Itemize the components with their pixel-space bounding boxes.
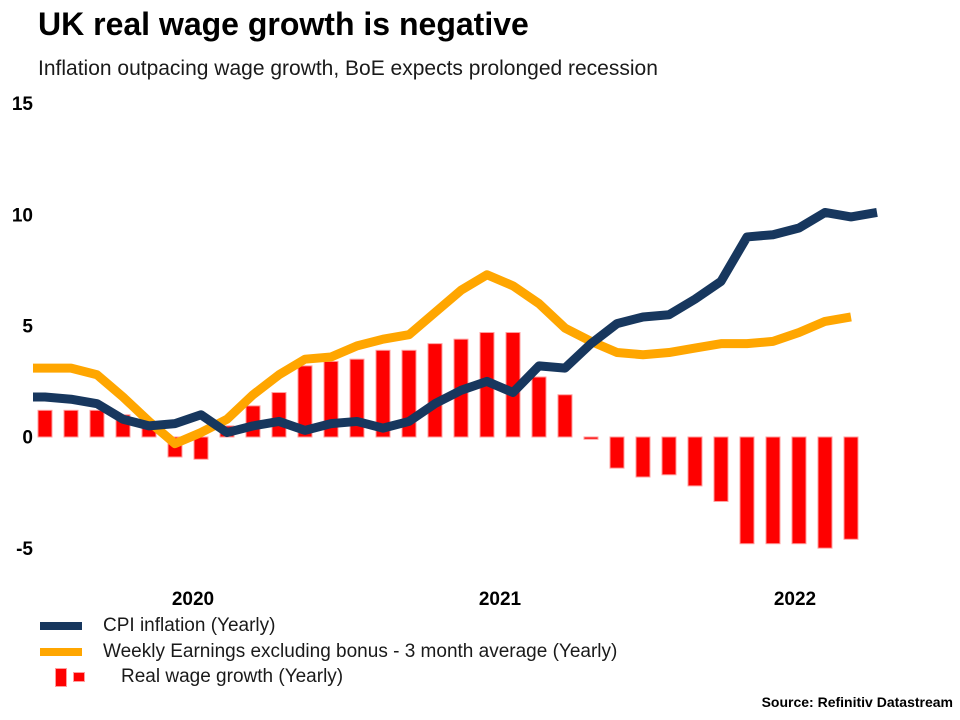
x-axis-label: 2022 [774,589,816,610]
legend-label-cpi: CPI inflation (Yearly) [103,615,276,636]
real-wage-bar [193,436,209,460]
real-wage-bar [63,409,79,438]
real-wage-bar [609,436,625,469]
real-wage-bar [843,436,859,540]
real-wage-bar [427,343,443,438]
source-note: Source: Refinitiv Datastream [761,694,953,710]
real-wage-bar [713,436,729,502]
legend-swatch-earnings-line [40,648,82,656]
real-wage-bar [635,436,651,478]
y-axis-label: -5 [16,539,33,560]
legend-label-earnings: Weekly Earnings excluding bonus - 3 mont… [103,641,618,662]
real-wage-bar [765,436,781,545]
legend-bar-small [73,672,85,682]
real-wage-bar [817,436,833,549]
cpi-line [33,207,878,438]
chart-plot: 15 10 5 0 -5 2020 2021 2022 [12,94,878,610]
real-wage-bar [583,436,599,440]
legend-item-earnings: Weekly Earnings excluding bonus - 3 mont… [0,639,617,665]
real-wage-bar [557,394,573,438]
legend-item-cpi: CPI inflation (Yearly) [0,613,275,639]
legend-swatch-cpi-line [40,622,82,630]
y-axis-label: 0 [22,428,33,449]
chart-title: UK real wage growth is negative [38,6,529,42]
real-wage-bar [271,392,287,438]
legend-label-real-wage: Real wage growth (Yearly) [121,666,344,687]
x-axis-label: 2021 [479,589,522,610]
x-axis-label: 2020 [172,589,214,610]
y-axis-label: 10 [12,205,33,226]
real-wage-bar [687,436,703,487]
y-axis-label: 15 [12,94,34,115]
chart-subtitle: Inflation outpacing wage growth, BoE exp… [38,57,658,80]
real-wage-bar [375,349,391,438]
legend-bar-big [55,667,67,687]
legend-item-real-wage: Real wage growth (Yearly) [0,664,343,690]
y-axis-label: 5 [22,317,33,338]
real-wage-bar [739,436,755,545]
real-wage-bar [531,376,547,438]
real-wage-bar [37,409,53,438]
real-wage-bar [297,365,313,438]
legend-swatch-real-wage-bars [55,667,103,687]
real-wage-bar [661,436,677,476]
real-wage-bar [89,409,105,438]
real-wage-bar [791,436,807,545]
